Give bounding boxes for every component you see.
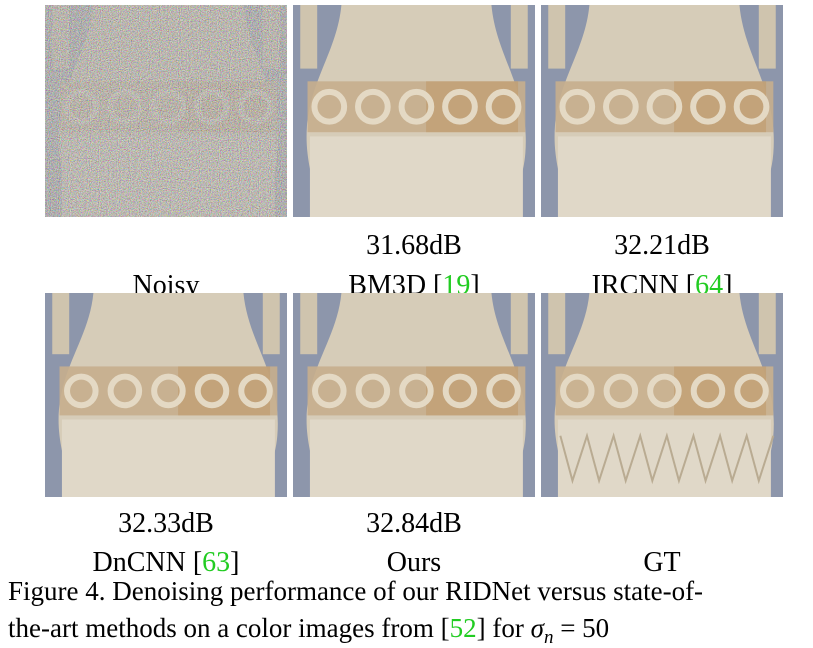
swirl <box>733 88 770 125</box>
swirl <box>603 373 639 409</box>
noise <box>45 5 287 217</box>
lower-body <box>309 419 523 497</box>
handle <box>758 5 776 69</box>
lower-body <box>309 136 523 217</box>
citation: 63 <box>202 547 231 578</box>
method-text: ] <box>723 270 733 301</box>
swirl <box>646 88 683 125</box>
swirl <box>311 88 348 125</box>
zigzag <box>559 432 775 485</box>
swirl <box>486 373 521 409</box>
swirl <box>485 88 522 125</box>
handle <box>300 293 318 355</box>
method-text: ] <box>470 270 480 301</box>
handle <box>548 293 566 355</box>
swirl <box>355 373 391 409</box>
swirl <box>355 88 391 125</box>
handle <box>510 5 528 69</box>
panel-image <box>45 293 287 497</box>
swirl <box>238 373 273 409</box>
panel-image <box>293 5 535 217</box>
swirl <box>398 88 435 125</box>
method-label: GT <box>541 547 783 579</box>
caption-text: = 50 <box>553 613 610 643</box>
swirl <box>107 373 143 409</box>
caption-text: Figure 4. Denoising performance of our R… <box>8 576 704 606</box>
method-text: Ours <box>386 547 442 578</box>
panel-image <box>45 5 287 217</box>
handle <box>548 5 566 69</box>
swirl <box>442 373 478 409</box>
swirl <box>734 373 769 409</box>
psnr-label: 32.84dB <box>366 508 462 539</box>
lower-body <box>557 136 771 217</box>
psnr-label: 32.21dB <box>614 230 710 261</box>
method-label: Ours <box>293 547 535 579</box>
swirl <box>690 88 726 125</box>
method-text: ] <box>230 547 240 578</box>
psnr-label: 31.68dB <box>366 230 462 261</box>
panel-image <box>541 293 783 497</box>
swirl <box>64 373 99 409</box>
psnr-label: 32.33dB <box>118 508 214 539</box>
lower-body <box>61 419 275 497</box>
method-text: GT <box>643 547 681 578</box>
handle <box>262 293 280 355</box>
swirl <box>312 373 347 409</box>
caption-text: the-art methods on a color images from [ <box>8 613 450 643</box>
caption-text: n <box>543 627 554 648</box>
swirl <box>442 88 478 125</box>
panel-image <box>541 5 783 217</box>
caption-text: ] for <box>476 613 531 643</box>
swirl <box>690 373 726 409</box>
panel-image <box>293 293 535 497</box>
swirl <box>151 373 186 409</box>
handle <box>758 293 776 355</box>
caption-line: the-art methods on a color images from [… <box>8 612 609 648</box>
handle <box>300 5 318 69</box>
swirl <box>559 88 596 125</box>
swirl <box>560 373 595 409</box>
swirl <box>194 373 230 409</box>
method-label: DnCNN [63] <box>45 547 287 579</box>
handle <box>510 293 528 355</box>
handle <box>52 293 70 355</box>
caption-text: σ <box>530 613 544 643</box>
citation: 52 <box>449 613 477 643</box>
method-text: DnCNN [ <box>92 547 203 578</box>
swirl <box>647 373 682 409</box>
swirl <box>603 88 639 125</box>
caption-line: Figure 4. Denoising performance of our R… <box>8 575 703 607</box>
swirl <box>399 373 434 409</box>
